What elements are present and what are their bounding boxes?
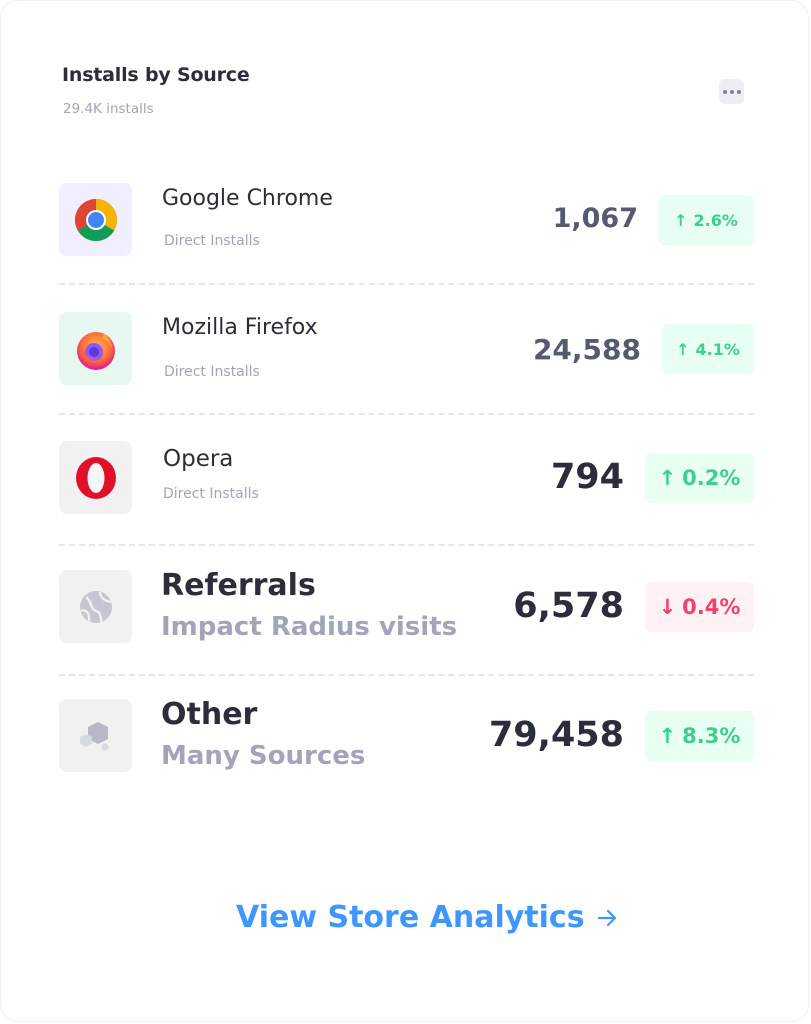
source-name: Referrals: [161, 568, 316, 603]
source-name: Mozilla Firefox: [162, 315, 318, 340]
arrow-right-icon[interactable]: [594, 905, 620, 931]
dot-icon: [722, 89, 727, 94]
divider: [59, 544, 754, 546]
more-options-button[interactable]: [719, 79, 744, 104]
card-title: Installs by Source: [62, 64, 250, 86]
card-subtitle: 29.4K installs: [63, 101, 154, 117]
arrow-up-icon: ↑: [676, 339, 690, 359]
list-item: Opera Direct Installs 794 ↑ 0.2%: [59, 441, 754, 514]
list-item: Referrals Impact Radius visits 6,578 ↓ 0…: [59, 568, 754, 643]
dot-icon: [729, 89, 734, 94]
opera-icon-box: [59, 441, 132, 514]
install-count: 79,458: [488, 715, 624, 755]
install-count: 794: [550, 457, 624, 497]
firefox-icon-box: [59, 312, 132, 385]
dot-icon: [736, 89, 741, 94]
source-description: Direct Installs: [163, 486, 259, 502]
firefox-icon: [76, 331, 115, 370]
list-item: Mozilla Firefox Direct Installs 24,588 ↑…: [59, 312, 754, 385]
source-description: Direct Installs: [164, 233, 260, 249]
divider: [59, 674, 754, 676]
change-value: 2.6%: [693, 210, 738, 230]
change-badge: ↓ 0.4%: [645, 582, 754, 632]
divider: [59, 413, 754, 415]
source-name: Other: [161, 697, 258, 732]
source-description: Direct Installs: [164, 364, 260, 380]
divider: [59, 283, 754, 285]
cubes-icon: [79, 721, 108, 750]
install-count: 24,588: [532, 333, 641, 366]
change-badge: ↑ 0.2%: [645, 453, 754, 503]
view-store-analytics-link[interactable]: View Store Analytics: [236, 900, 585, 935]
source-description: Many Sources: [161, 741, 366, 771]
change-badge: ↑ 4.1%: [662, 324, 754, 374]
install-count: 6,578: [513, 586, 624, 626]
source-description: Impact Radius visits: [161, 612, 458, 642]
arrow-up-icon: ↑: [658, 724, 677, 748]
change-badge: ↑ 2.6%: [658, 195, 754, 245]
install-count: 1,067: [552, 203, 638, 234]
opera-icon: [75, 456, 116, 499]
change-value: 0.2%: [682, 466, 741, 490]
change-badge: ↑ 8.3%: [645, 711, 754, 761]
source-name: Opera: [163, 446, 234, 472]
chrome-icon-box: [59, 183, 132, 256]
chrome-icon: [74, 198, 117, 241]
arrow-up-icon: ↑: [674, 210, 688, 230]
list-item: Other Many Sources 79,458 ↑ 8.3%: [59, 697, 754, 772]
cubes-icon-box: [59, 699, 132, 772]
arrow-up-icon: ↑: [658, 466, 677, 490]
change-value: 8.3%: [682, 724, 741, 748]
change-value: 4.1%: [695, 339, 740, 359]
globe-icon: [79, 590, 112, 624]
source-name: Google Chrome: [162, 186, 333, 211]
arrow-down-icon: ↓: [658, 595, 677, 619]
globe-icon-box: [59, 570, 132, 643]
change-value: 0.4%: [682, 595, 741, 619]
list-item: Google Chrome Direct Installs 1,067 ↑ 2.…: [59, 183, 754, 256]
